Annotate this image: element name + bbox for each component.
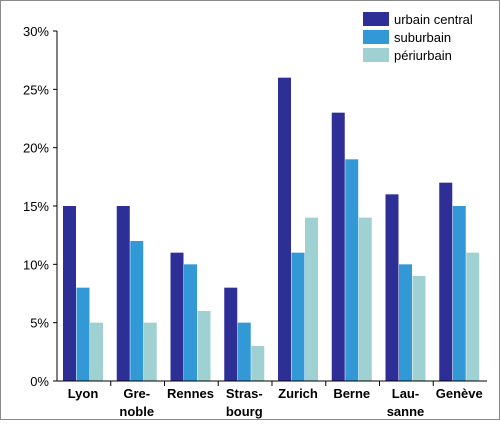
x-tick-label: Berne	[333, 386, 370, 401]
legend-swatch-2	[363, 48, 389, 62]
x-tick-label: Lyon	[68, 386, 99, 401]
y-tick-label: 25%	[23, 82, 49, 97]
x-tick-label: Genève	[436, 386, 483, 401]
bar-2-7	[466, 252, 480, 381]
x-tick-label: Lau-sanne	[387, 386, 425, 419]
bar-1-6	[399, 264, 412, 381]
bar-2-4	[305, 217, 318, 381]
legend-label-0: urbain central	[394, 12, 473, 27]
bar-0-5	[331, 112, 345, 382]
bar-1-1	[130, 241, 144, 381]
bar-0-2	[170, 252, 184, 381]
legend-label-2: périurbain	[394, 48, 452, 63]
bar-0-7	[439, 182, 453, 381]
y-axis-ticks: 0% 5% 10% 15% 20% 25% 30%	[23, 24, 57, 389]
bar-2-2	[197, 311, 211, 381]
y-tick-label: 30%	[23, 24, 49, 39]
bar-0-1	[116, 206, 130, 381]
bar-1-2	[184, 264, 197, 381]
x-axis-ticks: Lyon Gre-noble Rennes Stras-bourg Zurich Bern…	[68, 381, 483, 419]
bar-1-0	[76, 287, 90, 381]
y-tick-label: 5%	[30, 316, 49, 331]
bar-2-0	[90, 322, 103, 381]
y-tick-label: 0%	[30, 374, 49, 389]
bar-2-5	[358, 217, 372, 381]
bar-2-1	[143, 322, 157, 381]
bar-1-4	[291, 252, 305, 381]
x-tick-label: Zurich	[278, 386, 318, 401]
y-tick-label: 10%	[23, 257, 49, 272]
x-tick-label: Gre-noble	[119, 386, 154, 419]
x-tick-label: Rennes	[167, 386, 214, 401]
bars-group	[63, 77, 480, 382]
legend: urbain central suburbain périurbain	[363, 12, 473, 63]
bar-0-4	[278, 77, 291, 382]
x-tick-label: Stras-bourg	[226, 386, 263, 419]
y-tick-label: 20%	[23, 141, 49, 156]
bar-0-6	[385, 194, 399, 381]
bar-2-6	[412, 276, 426, 381]
y-tick-label: 15%	[23, 199, 49, 214]
bar-0-3	[224, 287, 238, 381]
bar-1-3	[237, 322, 251, 381]
bar-0-0	[63, 206, 76, 381]
bar-2-3	[251, 346, 265, 381]
bar-1-7	[452, 206, 466, 381]
bar-1-5	[345, 159, 359, 381]
legend-label-1: suburbain	[394, 30, 451, 45]
legend-swatch-1	[363, 30, 389, 44]
legend-swatch-0	[363, 12, 389, 26]
